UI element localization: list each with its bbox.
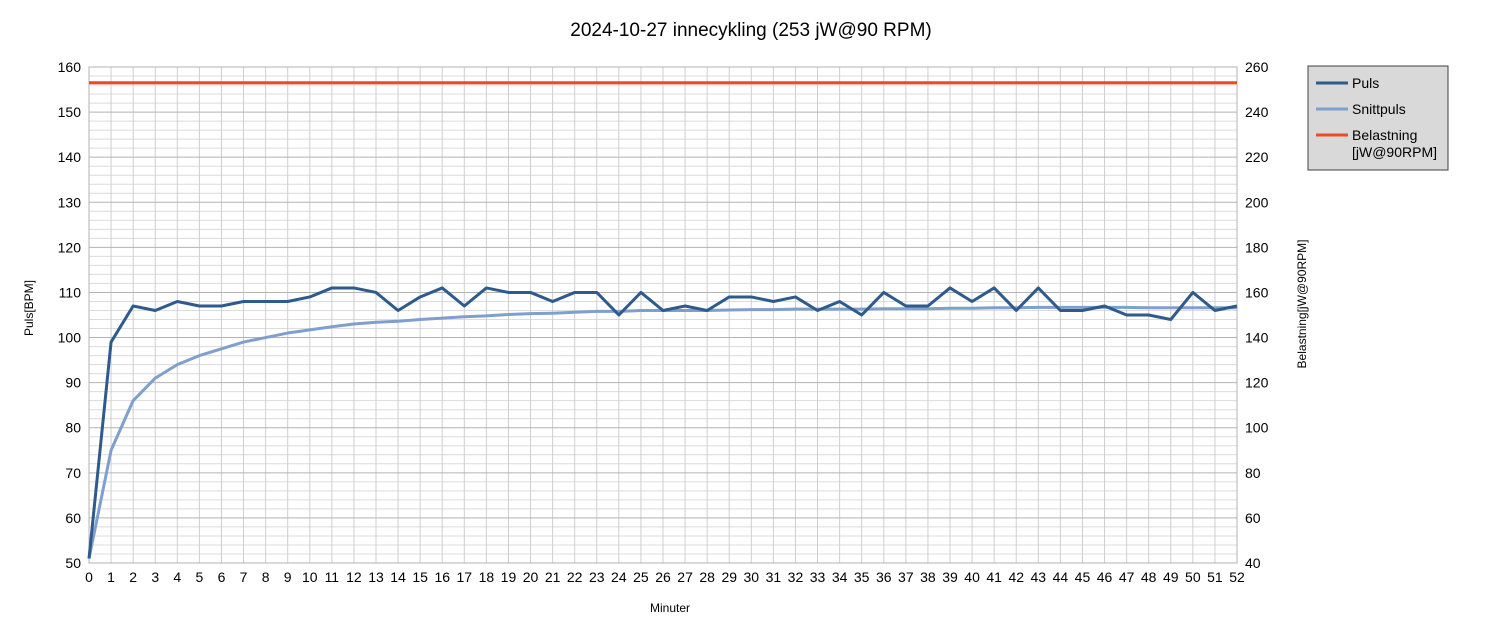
series-line-puls <box>87 286 1238 559</box>
y-tick-label: 130 <box>58 194 82 210</box>
x-tick-label: 46 <box>1097 569 1113 585</box>
x-tick-label: 5 <box>195 569 203 585</box>
chart-title: 2024-10-27 innecykling (253 jW@90 RPM) <box>570 20 931 41</box>
x-tick-label: 44 <box>1053 569 1069 585</box>
x-tick-label: 15 <box>412 569 428 585</box>
y-tick-label: 160 <box>58 59 82 75</box>
y2-tick-label: 260 <box>1245 59 1269 75</box>
x-tick-label: 24 <box>611 569 627 585</box>
y2-tick-label: 120 <box>1245 375 1269 391</box>
x-axis: 0 1 2 3 4 5 6 7 8 9 10 11 12 13 14 15 16 17 18 19 20 21 22 23 24… <box>85 569 1245 585</box>
x-tick-label: 9 <box>284 569 292 585</box>
y2-tick-label: 40 <box>1245 555 1261 571</box>
y-tick-label: 70 <box>65 465 81 481</box>
x-tick-label: 0 <box>85 569 93 585</box>
y-tick-label: 140 <box>58 149 82 165</box>
x-tick-label: 49 <box>1163 569 1179 585</box>
x-tick-label: 41 <box>986 569 1002 585</box>
x-tick-label: 47 <box>1119 569 1135 585</box>
x-tick-label: 17 <box>457 569 473 585</box>
x-tick-label: 30 <box>744 569 760 585</box>
x-tick-label: 20 <box>523 569 539 585</box>
x-tick-label: 6 <box>218 569 226 585</box>
x-tick-label: 8 <box>262 569 270 585</box>
y2-tick-label: 60 <box>1245 510 1261 526</box>
legend-label-belastning: Belastning [jW@90RPM] <box>1352 127 1437 160</box>
x-tick-label: 37 <box>898 569 914 585</box>
x-tick-label: 42 <box>1008 569 1024 585</box>
y-tick-label: 110 <box>59 284 82 300</box>
x-tick-label: 52 <box>1229 569 1245 585</box>
x-tick-label: 32 <box>788 569 804 585</box>
x-tick-label: 31 <box>766 569 782 585</box>
y2-tick-label: 140 <box>1245 330 1269 346</box>
x-tick-label: 51 <box>1207 569 1223 585</box>
x-tick-label: 13 <box>368 569 384 585</box>
x-tick-label: 14 <box>390 569 406 585</box>
y-tick-label: 90 <box>65 375 81 391</box>
y-axis-left: 50 60 70 80 90 100 110 120 130 140 150 160 <box>58 59 82 571</box>
x-tick-label: 36 <box>876 569 892 585</box>
x-tick-label: 12 <box>346 569 362 585</box>
x-tick-label: 43 <box>1031 569 1047 585</box>
x-tick-label: 1 <box>107 569 115 585</box>
y2-tick-label: 240 <box>1245 104 1269 120</box>
x-tick-label: 21 <box>545 569 561 585</box>
x-tick-label: 10 <box>302 569 318 585</box>
x-tick-label: 3 <box>151 569 159 585</box>
x-tick-label: 4 <box>173 569 181 585</box>
x-tick-label: 34 <box>832 569 848 585</box>
minor-gridlines <box>88 67 1238 563</box>
x-tick-label: 22 <box>567 569 583 585</box>
x-tick-label: 16 <box>434 569 450 585</box>
x-tick-label: 29 <box>721 569 737 585</box>
legend-label-snittpuls: Snittpuls <box>1352 101 1406 117</box>
y-tick-label: 120 <box>58 239 82 255</box>
x-tick-label: 48 <box>1141 569 1157 585</box>
y2-tick-label: 160 <box>1245 284 1269 300</box>
legend: Puls Snittpuls Belastning [jW@90RPM] <box>1307 65 1449 171</box>
x-tick-label: 19 <box>501 569 517 585</box>
x-tick-label: 50 <box>1185 569 1201 585</box>
y-tick-label: 50 <box>65 555 81 571</box>
x-tick-label: 35 <box>854 569 870 585</box>
y2-tick-label: 180 <box>1245 239 1269 255</box>
y-tick-label: 80 <box>65 420 81 436</box>
y-tick-label: 60 <box>65 510 81 526</box>
x-tick-label: 18 <box>479 569 495 585</box>
y-tick-label: 100 <box>58 330 82 346</box>
x-tick-label: 38 <box>920 569 936 585</box>
y2-tick-label: 80 <box>1245 465 1261 481</box>
x-tick-label: 26 <box>655 569 671 585</box>
x-tick-label: 2 <box>129 569 137 585</box>
y2-tick-label: 220 <box>1245 149 1269 165</box>
y-axis-title: Puls[BPM] <box>22 280 36 336</box>
x-tick-label: 33 <box>810 569 826 585</box>
x-tick-label: 28 <box>699 569 715 585</box>
y2-tick-label: 100 <box>1245 420 1269 436</box>
plot-area-frame <box>88 66 1238 564</box>
y-axis-right: 40 60 80 100 120 140 160 180 200 220 240 260 <box>1245 59 1269 571</box>
x-tick-label: 11 <box>325 569 340 585</box>
y2-axis-title: Belastning[jW@90RPM] <box>1295 240 1309 369</box>
series-layer <box>87 81 1238 559</box>
y2-tick-label: 200 <box>1245 194 1269 210</box>
x-tick-label: 27 <box>677 569 693 585</box>
y-tick-label: 150 <box>58 104 82 120</box>
x-axis-title: Minuter <box>650 601 690 615</box>
x-tick-label: 7 <box>240 569 248 585</box>
x-tick-label: 40 <box>964 569 980 585</box>
x-tick-label: 25 <box>633 569 649 585</box>
legend-label-puls: Puls <box>1352 75 1379 91</box>
x-tick-label: 45 <box>1075 569 1091 585</box>
x-tick-label: 39 <box>942 569 958 585</box>
x-tick-label: 23 <box>589 569 605 585</box>
